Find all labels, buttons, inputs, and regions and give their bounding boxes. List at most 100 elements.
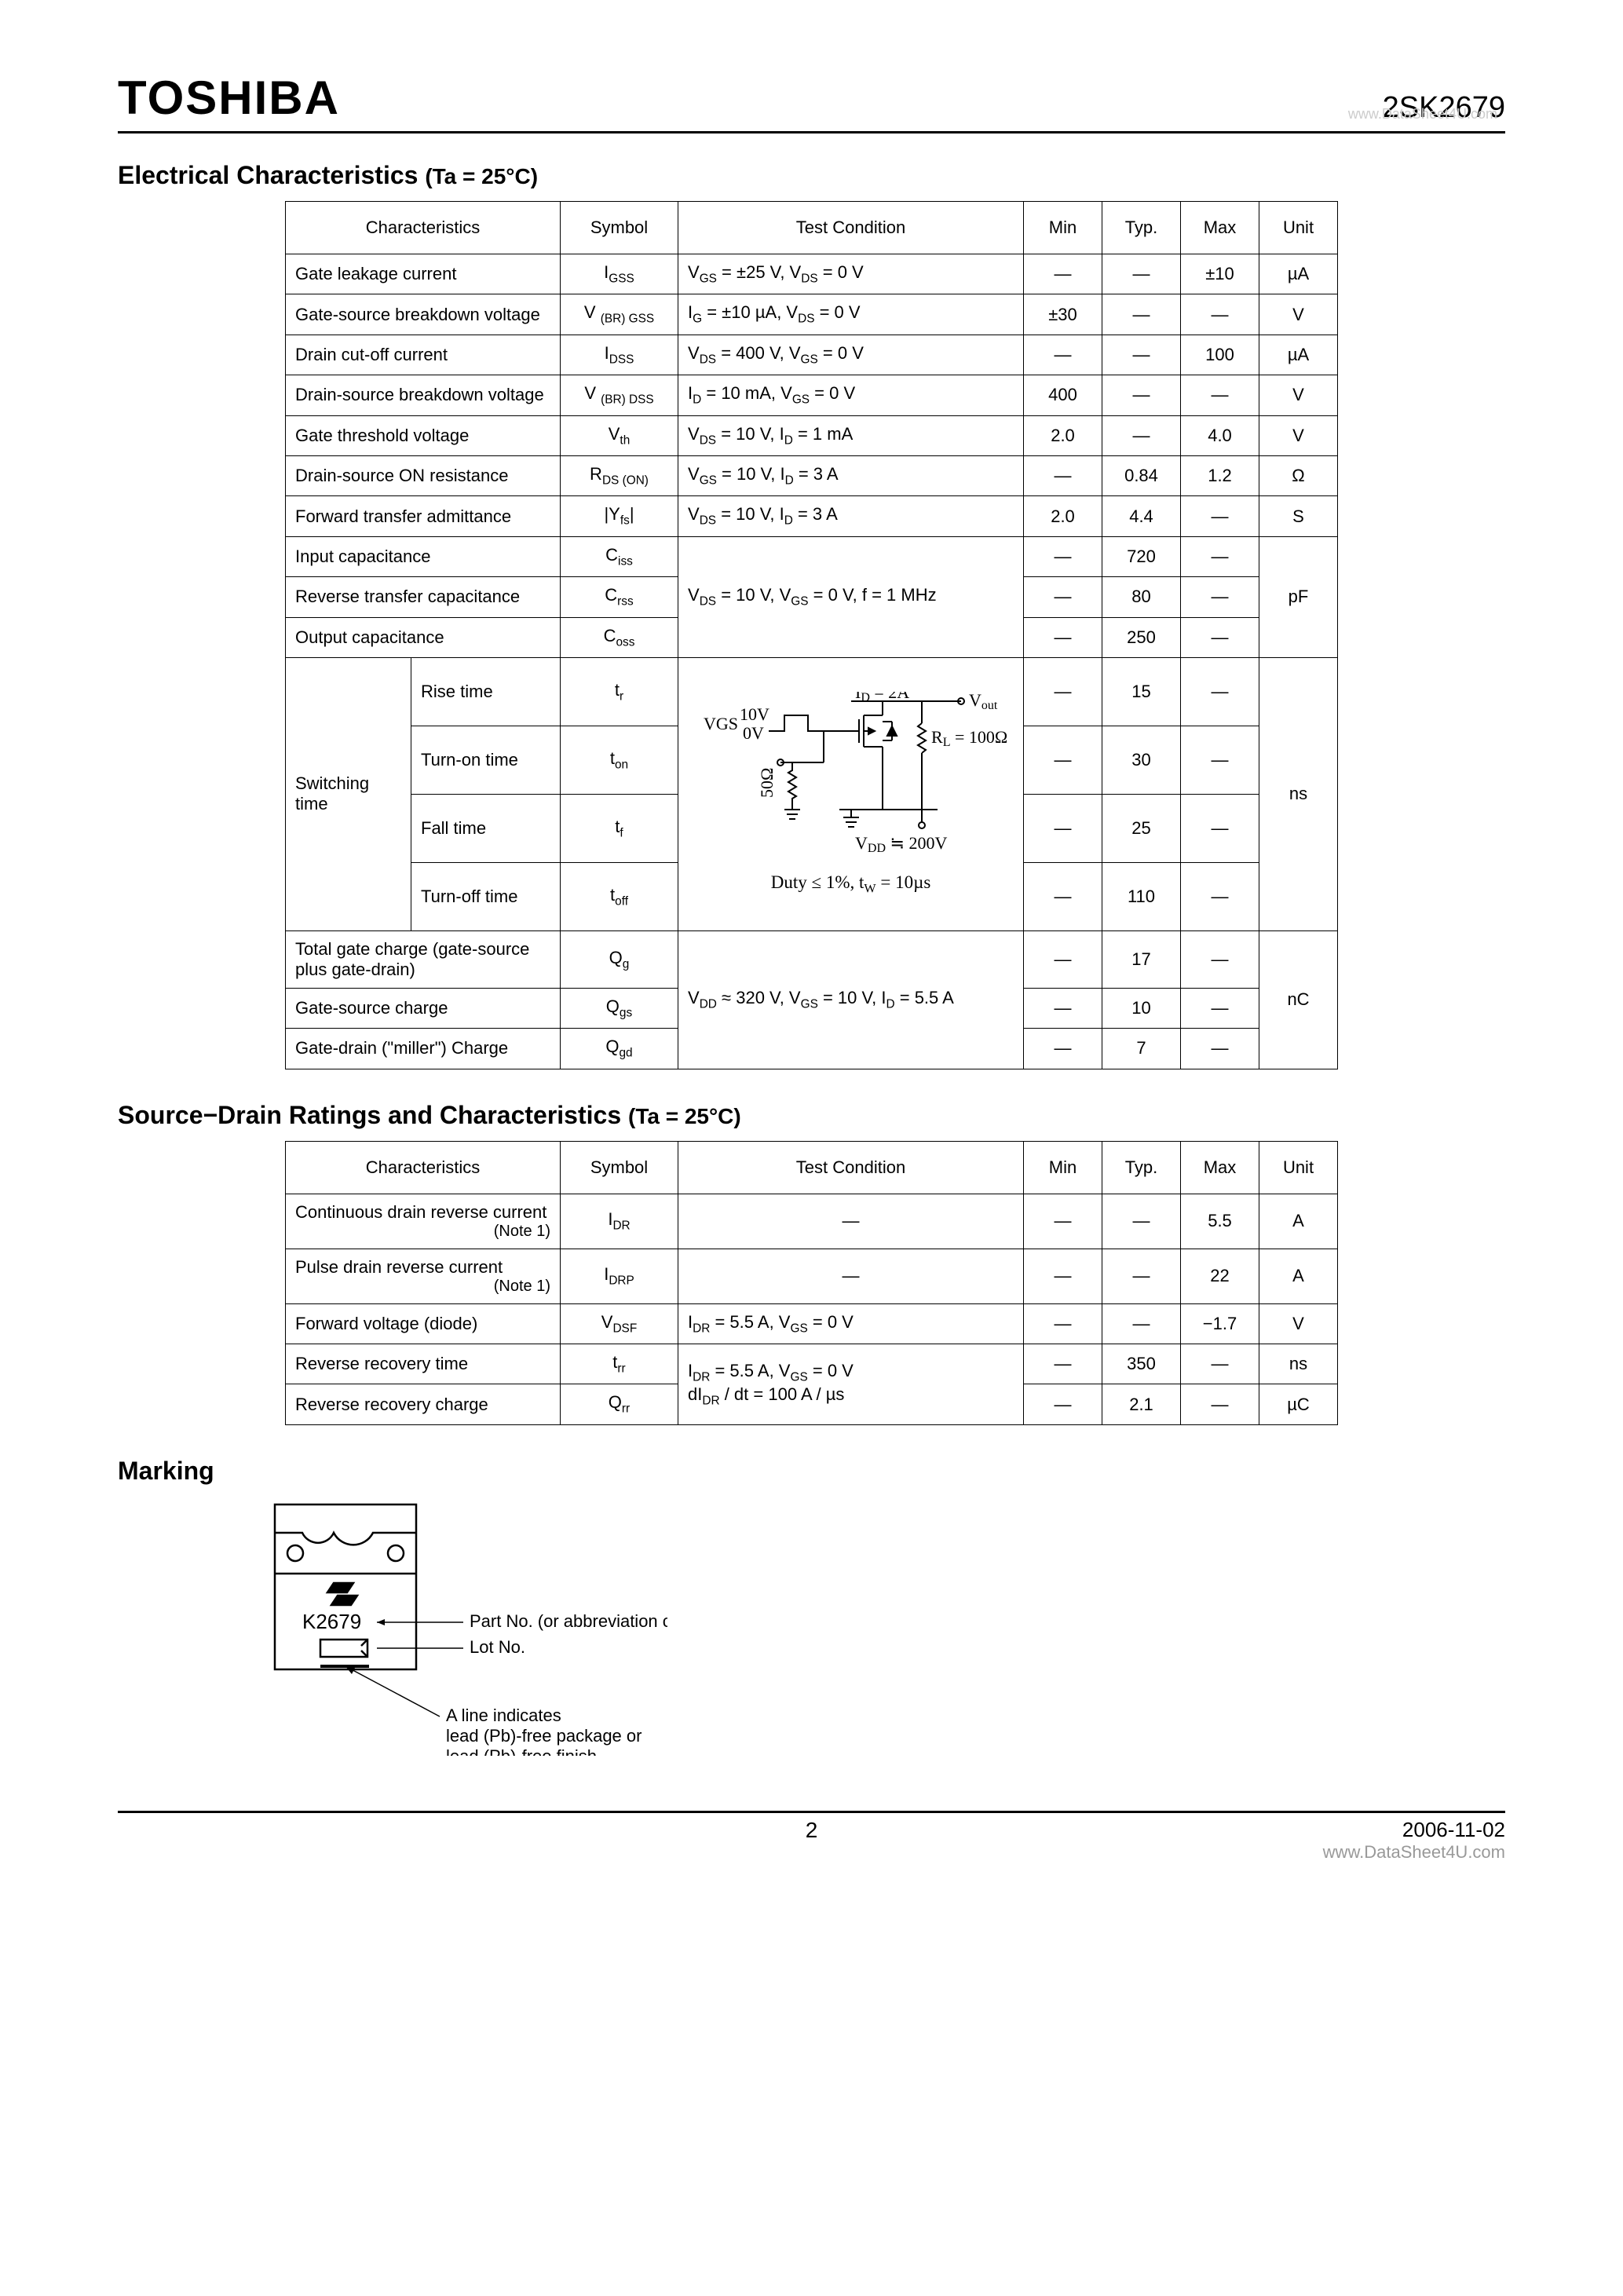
symbol-cell: trr	[561, 1344, 678, 1384]
table-row: Total gate charge (gate-source plus gate…	[286, 930, 1338, 988]
col-test-condition: Test Condition	[678, 1141, 1024, 1194]
max-cell: 1.2	[1181, 455, 1259, 495]
max-cell: —	[1181, 988, 1259, 1028]
min-cell: —	[1024, 1303, 1102, 1344]
symbol-cell: IDR	[561, 1194, 678, 1249]
unit-cell: µC	[1259, 1384, 1338, 1424]
symbol-cell: toff	[561, 862, 678, 930]
symbol-cell: Qg	[561, 930, 678, 988]
unit-cell: Ω	[1259, 455, 1338, 495]
unit-cell: S	[1259, 496, 1338, 536]
typ-cell: 2.1	[1102, 1384, 1181, 1424]
col-typ: Typ.	[1102, 202, 1181, 254]
footer-watermark: www.DataSheet4U.com	[1323, 1842, 1505, 1863]
max-cell: ±10	[1181, 254, 1259, 294]
table-row: Pulse drain reverse current(Note 1) IDRP…	[286, 1249, 1338, 1303]
typ-cell: —	[1102, 294, 1181, 335]
unit-cell: pF	[1259, 536, 1338, 657]
svg-text:Vout: Vout	[969, 692, 998, 712]
marking-diagram: K2679 Part No. (or abbreviation code) Lo…	[259, 1497, 1505, 1756]
test-cell: IDR = 5.5 A, VGS = 0 V	[678, 1303, 1024, 1344]
section2-condition: (Ta = 25°C)	[628, 1104, 741, 1128]
typ-cell: —	[1102, 1249, 1181, 1303]
typ-cell: 350	[1102, 1344, 1181, 1384]
svg-text:K2679: K2679	[302, 1610, 361, 1633]
col-characteristics: Characteristics	[286, 202, 561, 254]
svg-text:10V: 10V	[740, 704, 769, 724]
table-row: Continuous drain reverse current(Note 1)…	[286, 1194, 1338, 1249]
unit-cell: ns	[1259, 657, 1338, 930]
section2-title-text: Source−Drain Ratings and Characteristics	[118, 1101, 621, 1129]
symbol-cell: IDRP	[561, 1249, 678, 1303]
unit-cell: V	[1259, 1303, 1338, 1344]
table-row: Gate threshold voltage Vth VDS = 10 V, I…	[286, 415, 1338, 455]
symbol-cell: Qgs	[561, 988, 678, 1028]
unit-cell: nC	[1259, 930, 1338, 1069]
watermark-top: www.DataSheet4U.com	[1348, 106, 1497, 122]
table-row: Forward voltage (diode) VDSF IDR = 5.5 A…	[286, 1303, 1338, 1344]
svg-text:RL = 100Ω: RL = 100Ω	[931, 727, 1007, 749]
char-cell: Gate threshold voltage	[286, 415, 561, 455]
symbol-cell: V (BR) DSS	[561, 375, 678, 415]
col-min: Min	[1024, 1141, 1102, 1194]
label-pbfree: A line indicates lead (Pb)-free package …	[446, 1706, 647, 1756]
section2-title: Source−Drain Ratings and Characteristics…	[118, 1101, 1505, 1130]
typ-cell: —	[1102, 254, 1181, 294]
max-cell: —	[1181, 294, 1259, 335]
min-cell: —	[1024, 726, 1102, 794]
table-header-row: Characteristics Symbol Test Condition Mi…	[286, 1141, 1338, 1194]
unit-cell: A	[1259, 1249, 1338, 1303]
min-cell: —	[1024, 335, 1102, 375]
table-row: Switching time Rise time tr 10V 0V VGS	[286, 657, 1338, 726]
table-row: Drain-source ON resistance RDS (ON) VGS …	[286, 455, 1338, 495]
max-cell: —	[1181, 496, 1259, 536]
svg-text:VDD ≒ 200V: VDD ≒ 200V	[855, 833, 947, 855]
max-cell: —	[1181, 657, 1259, 726]
min-cell: —	[1024, 536, 1102, 576]
label-lot-no: Lot No.	[470, 1637, 525, 1657]
switching-time-label: Switching time	[286, 657, 411, 930]
test-cell: —	[678, 1194, 1024, 1249]
char-cell: Gate-source breakdown voltage	[286, 294, 561, 335]
max-cell: —	[1181, 536, 1259, 576]
symbol-cell: IDSS	[561, 335, 678, 375]
max-cell: —	[1181, 375, 1259, 415]
col-symbol: Symbol	[561, 202, 678, 254]
max-cell: —	[1181, 1344, 1259, 1384]
max-cell: —	[1181, 1384, 1259, 1424]
col-unit: Unit	[1259, 1141, 1338, 1194]
max-cell: —	[1181, 577, 1259, 617]
footer-date-block: 2006-11-02 www.DataSheet4U.com	[1323, 1818, 1505, 1863]
unit-cell: V	[1259, 375, 1338, 415]
test-cell: IDR = 5.5 A, VGS = 0 VdIDR / dt = 100 A …	[678, 1344, 1024, 1425]
min-cell: ±30	[1024, 294, 1102, 335]
typ-cell: —	[1102, 335, 1181, 375]
char-cell: Gate leakage current	[286, 254, 561, 294]
datasheet-page: TOSHIBA 2SK2679 www.DataSheet4U.com Elec…	[0, 0, 1623, 1890]
electrical-characteristics-table: Characteristics Symbol Test Condition Mi…	[285, 201, 1338, 1069]
char-cell: Forward transfer admittance	[286, 496, 561, 536]
char-cell: Input capacitance	[286, 536, 561, 576]
min-cell: —	[1024, 862, 1102, 930]
min-cell: —	[1024, 988, 1102, 1028]
page-header: TOSHIBA 2SK2679	[118, 71, 1505, 133]
char-cell: Reverse transfer capacitance	[286, 577, 561, 617]
symbol-cell: IGSS	[561, 254, 678, 294]
col-max: Max	[1181, 1141, 1259, 1194]
svg-text:0V: 0V	[743, 723, 764, 743]
typ-cell: —	[1102, 1194, 1181, 1249]
min-cell: —	[1024, 617, 1102, 657]
table-row: Gate leakage current IGSS VGS = ±25 V, V…	[286, 254, 1338, 294]
max-cell: −1.7	[1181, 1303, 1259, 1344]
page-footer: 2 2006-11-02 www.DataSheet4U.com	[118, 1811, 1505, 1843]
min-cell: —	[1024, 794, 1102, 862]
min-cell: —	[1024, 254, 1102, 294]
svg-text:VGS: VGS	[704, 714, 738, 733]
symbol-cell: Vth	[561, 415, 678, 455]
test-cell: VDS = 10 V, ID = 1 mA	[678, 415, 1024, 455]
char-cell: Drain cut-off current	[286, 335, 561, 375]
char-cell: Drain-source breakdown voltage	[286, 375, 561, 415]
test-cell: VGS = ±25 V, VDS = 0 V	[678, 254, 1024, 294]
unit-cell: µA	[1259, 335, 1338, 375]
max-cell: 5.5	[1181, 1194, 1259, 1249]
